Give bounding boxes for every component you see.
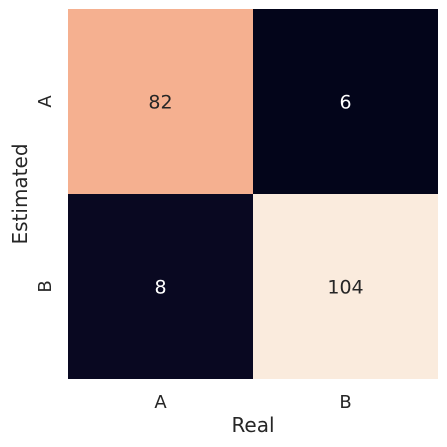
- heatmap-cell-a-b: [253, 9, 438, 194]
- heatmap-cell-labels: 82 6 8 104: [148, 92, 363, 299]
- cell-value-label: 82: [148, 92, 172, 114]
- heatmap-cell-b-a: [68, 194, 253, 379]
- heatmap-cells: [68, 9, 438, 379]
- cell-value-label: 8: [154, 277, 166, 299]
- x-tick-label: A: [154, 392, 167, 413]
- y-tick-label: A: [35, 95, 56, 108]
- cell-value-label: 6: [339, 92, 351, 114]
- y-axis-label: Estimated: [8, 143, 32, 244]
- x-tick-label: B: [339, 392, 351, 413]
- y-axis-ticks: AB: [35, 95, 56, 293]
- y-tick-label: B: [35, 280, 56, 292]
- x-axis-label: Real: [231, 413, 274, 437]
- heatmap-cell-b-b: [253, 194, 438, 379]
- heatmap-cell-a-a: [68, 9, 253, 194]
- cell-value-label: 104: [327, 277, 363, 299]
